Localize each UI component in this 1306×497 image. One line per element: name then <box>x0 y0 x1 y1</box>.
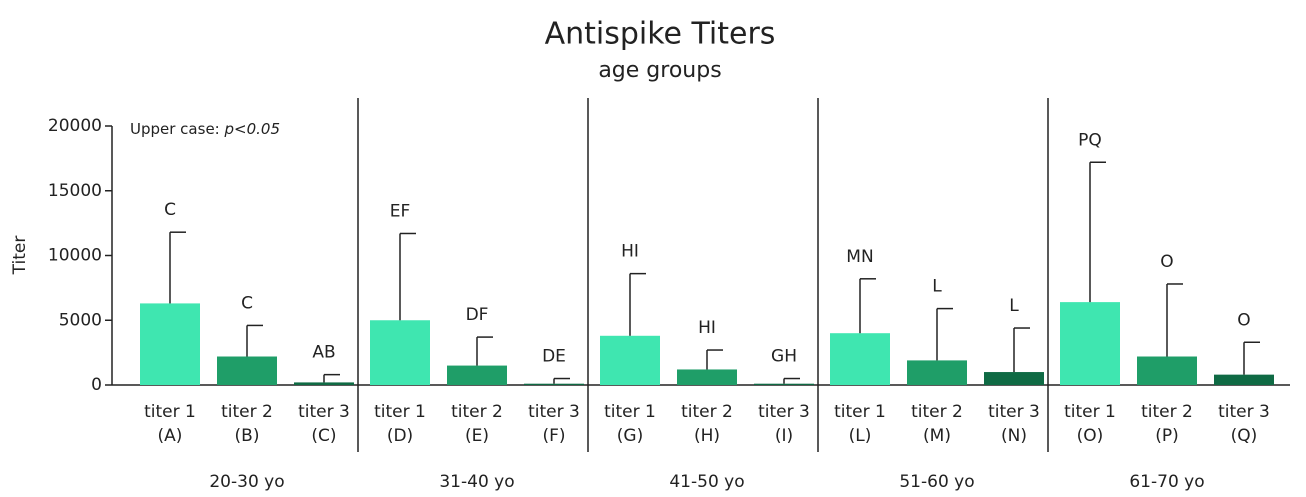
chart-title: Antispike Titers <box>545 17 776 52</box>
bar <box>754 383 814 385</box>
group-label: 61-70 yo <box>1129 472 1204 492</box>
annotation: C <box>164 200 176 220</box>
x-tick-code: (I) <box>775 426 793 446</box>
group-label: 41-50 yo <box>669 472 744 492</box>
x-tick-code: (M) <box>923 426 951 446</box>
y-tick-label: 5000 <box>59 310 102 330</box>
bar <box>677 369 737 385</box>
x-tick-label: titer 1 <box>374 402 426 422</box>
y-tick-label: 10000 <box>48 246 102 266</box>
annotation: L <box>932 277 942 297</box>
x-tick-code: (D) <box>387 426 413 446</box>
annotation: DF <box>466 305 489 325</box>
x-tick-label: titer 2 <box>911 402 963 422</box>
x-tick-code: (L) <box>849 426 872 446</box>
bar <box>830 333 890 385</box>
x-tick-label: titer 1 <box>834 402 886 422</box>
x-tick-label: titer 3 <box>298 402 350 422</box>
note: Upper case: p<0.05 <box>130 120 280 138</box>
annotation: HI <box>621 242 639 262</box>
annotation: PQ <box>1078 130 1102 150</box>
x-tick-code: (Q) <box>1231 426 1258 446</box>
group-label: 20-30 yo <box>209 472 284 492</box>
x-tick-label: titer 3 <box>1218 402 1270 422</box>
x-tick-code: (G) <box>617 426 643 446</box>
x-tick-code: (B) <box>235 426 260 446</box>
y-axis-label: Titer <box>10 236 30 276</box>
x-tick-label: titer 1 <box>1064 402 1116 422</box>
x-tick-code: (P) <box>1155 426 1179 446</box>
x-tick-code: (E) <box>465 426 489 446</box>
bar <box>140 303 200 385</box>
x-tick-code: (C) <box>311 426 336 446</box>
x-tick-code: (F) <box>542 426 565 446</box>
x-tick-label: titer 2 <box>221 402 273 422</box>
x-tick-label: titer 3 <box>988 402 1040 422</box>
annotation: AB <box>312 343 335 363</box>
bar <box>1214 374 1274 385</box>
bar <box>984 372 1044 385</box>
bar <box>524 383 584 385</box>
x-tick-label: titer 2 <box>1141 402 1193 422</box>
x-tick-label: titer 1 <box>604 402 656 422</box>
x-tick-label: titer 1 <box>144 402 196 422</box>
annotation: GH <box>771 347 797 367</box>
bar <box>907 360 967 385</box>
note-italic: p<0.05 <box>224 120 281 138</box>
x-tick-label: titer 3 <box>528 402 580 422</box>
annotation: C <box>241 293 253 313</box>
x-tick-label: titer 2 <box>681 402 733 422</box>
bar <box>1060 302 1120 385</box>
annotation: DE <box>542 347 566 367</box>
y-tick-label: 20000 <box>48 116 102 136</box>
x-tick-code: (O) <box>1077 426 1104 446</box>
bar <box>217 356 277 385</box>
note-prefix: Upper case: <box>130 120 220 138</box>
group-label: 51-60 yo <box>899 472 974 492</box>
annotation: L <box>1009 296 1019 316</box>
bar <box>294 382 354 385</box>
x-tick-label: titer 2 <box>451 402 503 422</box>
x-tick-code: (H) <box>694 426 720 446</box>
group-label: 31-40 yo <box>439 472 514 492</box>
y-tick-label: 0 <box>91 375 102 395</box>
annotation: O <box>1237 310 1250 330</box>
x-tick-code: (A) <box>158 426 183 446</box>
bar <box>1137 356 1197 385</box>
annotation: MN <box>846 247 873 267</box>
x-tick-code: (N) <box>1001 426 1027 446</box>
x-tick-label: titer 3 <box>758 402 810 422</box>
bar <box>600 335 660 385</box>
bar <box>370 320 430 385</box>
annotation: O <box>1160 252 1173 272</box>
y-tick-label: 15000 <box>48 181 102 201</box>
chart-subtitle: age groups <box>598 58 721 83</box>
annotation: HI <box>698 318 716 338</box>
annotation: EF <box>390 201 411 221</box>
bar <box>447 365 507 385</box>
